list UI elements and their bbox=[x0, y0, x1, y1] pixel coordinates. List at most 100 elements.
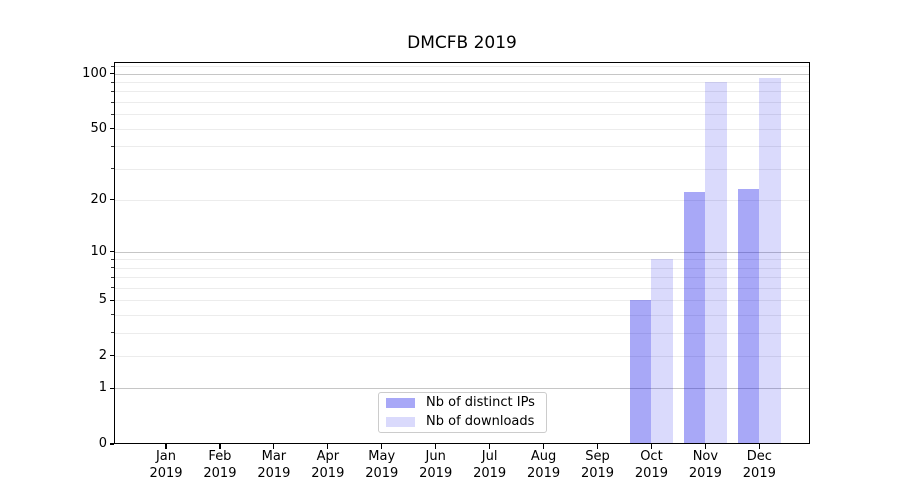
plot-area bbox=[114, 62, 810, 444]
x-tick-month: May bbox=[368, 449, 396, 464]
y-axis-tick bbox=[109, 299, 114, 301]
y-axis-tick bbox=[109, 199, 114, 201]
x-axis-tick bbox=[489, 444, 491, 449]
gridline-minor bbox=[114, 168, 810, 170]
y-tick-label: 2 bbox=[98, 347, 107, 363]
x-tick-year: 2019 bbox=[742, 465, 776, 481]
x-tick-month: Apr bbox=[316, 449, 340, 464]
x-tick-year: 2019 bbox=[365, 465, 399, 481]
y-axis-minor-tick bbox=[111, 267, 114, 269]
gridline-minor bbox=[114, 128, 810, 130]
y-tick-label: 20 bbox=[90, 191, 107, 207]
y-tick-label: 10 bbox=[90, 243, 107, 259]
x-tick-year: 2019 bbox=[149, 465, 183, 481]
gridline-major bbox=[114, 251, 810, 253]
gridline-minor bbox=[114, 91, 810, 93]
bar-downloads-dec bbox=[759, 77, 782, 444]
x-tick-label: Jan 2019 bbox=[136, 449, 196, 482]
gridline-minor bbox=[114, 355, 810, 357]
legend-label-downloads: Nb of downloads bbox=[426, 414, 535, 429]
gridline-minor bbox=[114, 259, 810, 261]
x-tick-year: 2019 bbox=[634, 465, 668, 481]
x-axis-tick bbox=[758, 444, 760, 449]
y-axis-minor-tick bbox=[111, 276, 114, 278]
legend-swatch-downloads bbox=[386, 417, 415, 427]
x-tick-month: Nov bbox=[692, 449, 719, 464]
y-tick-label: 50 bbox=[90, 120, 107, 136]
x-tick-label: Feb 2019 bbox=[190, 449, 250, 482]
x-axis-tick bbox=[435, 444, 437, 449]
x-tick-month: Aug bbox=[530, 449, 557, 464]
x-tick-month: Jun bbox=[425, 449, 446, 464]
legend-item-distinct-ips: Nb of distinct IPs bbox=[386, 396, 539, 410]
gridline-minor bbox=[114, 267, 810, 269]
gridline-minor bbox=[114, 300, 810, 302]
bar-distinct-ips-oct bbox=[629, 300, 652, 444]
x-axis-tick bbox=[273, 444, 275, 449]
x-axis-tick bbox=[542, 444, 545, 449]
gridline-minor bbox=[114, 114, 810, 116]
x-axis-tick bbox=[381, 444, 383, 449]
gridline-minor bbox=[114, 146, 810, 148]
gridline-minor bbox=[114, 102, 810, 104]
x-tick-month: Oct bbox=[640, 449, 663, 464]
gridline-minor bbox=[114, 314, 810, 316]
legend-swatch-distinct-ips bbox=[386, 398, 415, 408]
gridline-minor bbox=[114, 332, 810, 334]
y-axis-tick bbox=[109, 443, 114, 445]
bar-distinct-ips-nov bbox=[683, 192, 706, 444]
x-tick-year: 2019 bbox=[419, 465, 453, 481]
legend: Nb of distinct IPs Nb of downloads bbox=[378, 392, 547, 433]
y-tick-label: 0 bbox=[98, 436, 107, 451]
gridline-minor bbox=[114, 287, 810, 289]
gridline-major bbox=[114, 388, 810, 390]
x-axis-tick bbox=[704, 444, 706, 449]
x-tick-year: 2019 bbox=[580, 465, 615, 481]
x-axis-tick bbox=[219, 444, 221, 449]
y-axis-minor-tick bbox=[111, 258, 114, 260]
x-tick-label: Mar 2019 bbox=[244, 449, 304, 482]
y-axis-tick bbox=[109, 128, 114, 130]
y-axis-minor-tick bbox=[111, 65, 114, 67]
gridline-major bbox=[114, 73, 810, 75]
y-axis-minor-tick bbox=[111, 90, 114, 92]
y-axis-minor-tick bbox=[111, 332, 114, 334]
x-tick-year: 2019 bbox=[203, 465, 237, 481]
x-tick-year: 2019 bbox=[257, 465, 291, 481]
gridline-minor bbox=[114, 82, 810, 84]
x-tick-label: Dec 2019 bbox=[729, 449, 789, 482]
x-tick-month: Mar bbox=[261, 449, 287, 464]
bar-downloads-oct bbox=[651, 259, 674, 444]
gridline-minor bbox=[114, 277, 810, 279]
y-tick-label: 1 bbox=[98, 380, 107, 396]
legend-label-distinct-ips: Nb of distinct IPs bbox=[426, 395, 535, 410]
gridline-minor bbox=[114, 66, 810, 68]
x-tick-label: Jul 2019 bbox=[460, 449, 520, 482]
x-tick-year: 2019 bbox=[473, 465, 507, 481]
legend-item-downloads: Nb of downloads bbox=[386, 415, 539, 429]
y-axis-minor-tick bbox=[111, 145, 114, 147]
x-axis-tick bbox=[327, 444, 329, 449]
bar-downloads-nov bbox=[705, 82, 728, 444]
y-axis-minor-tick bbox=[111, 101, 114, 103]
y-axis-tick bbox=[109, 73, 114, 75]
x-axis-tick bbox=[165, 444, 167, 449]
x-tick-label: Apr 2019 bbox=[298, 449, 358, 482]
bar-distinct-ips-dec bbox=[737, 189, 760, 444]
y-axis-minor-tick bbox=[111, 314, 114, 316]
x-tick-month: Feb bbox=[208, 449, 232, 464]
x-tick-month: Dec bbox=[746, 449, 772, 464]
y-axis-minor-tick bbox=[111, 287, 114, 289]
x-tick-label: Nov 2019 bbox=[675, 449, 735, 482]
x-tick-label: Aug 2019 bbox=[514, 449, 574, 482]
x-tick-label: Oct 2019 bbox=[621, 449, 681, 482]
x-axis-tick bbox=[596, 444, 599, 449]
x-tick-label: Jun 2019 bbox=[406, 449, 466, 482]
y-axis-minor-tick bbox=[111, 81, 114, 83]
y-axis-minor-tick bbox=[111, 113, 114, 115]
x-tick-month: Jul bbox=[481, 449, 498, 464]
x-tick-year: 2019 bbox=[688, 465, 722, 481]
x-tick-label: Sep 2019 bbox=[568, 449, 628, 482]
y-tick-label: 100 bbox=[82, 65, 107, 81]
